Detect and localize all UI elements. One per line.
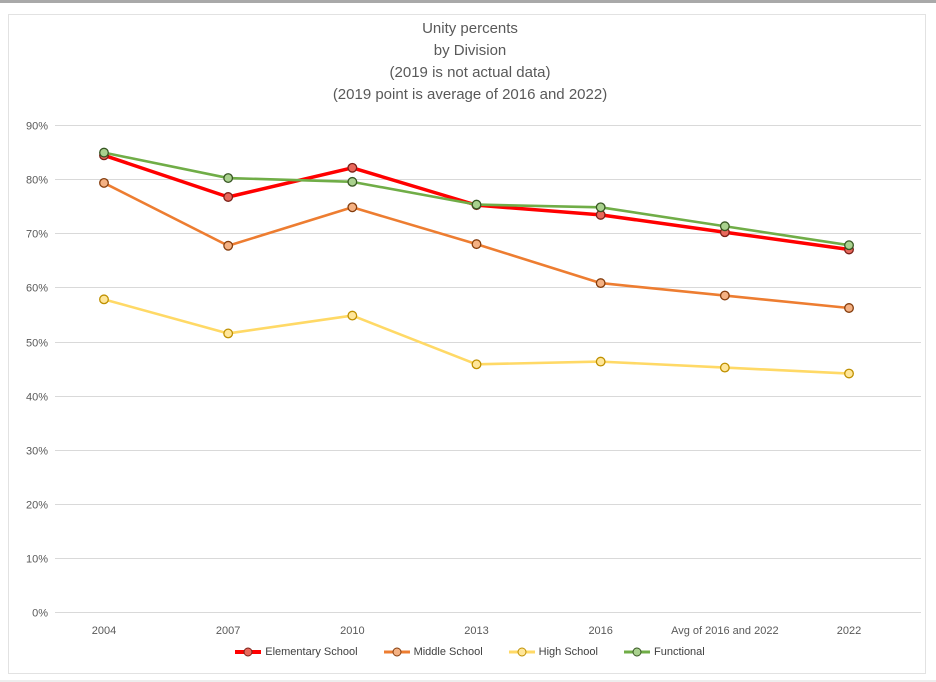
data-point-marker-functional: [719, 221, 730, 232]
legend-marker-icon: [383, 647, 410, 657]
y-axis-tick-label: 80%: [26, 175, 48, 187]
legend-item-high-school: High School: [508, 646, 598, 658]
y-axis-labels: 0% 10% 20% 30% 40% 50% 60% 70% 80% 90%: [26, 121, 48, 620]
x-axis-tick-label: 2016: [588, 625, 612, 637]
legend-item-elementary-school: Elementary School: [235, 646, 358, 658]
data-point-marker-functional: [844, 240, 854, 251]
chart-title-line: (2019 is not actual data): [389, 64, 551, 81]
y-axis-tick-label: 0%: [32, 608, 48, 620]
legend-marker-icon: [235, 647, 262, 657]
data-point-marker-high-school: [223, 328, 234, 339]
legend-marker-icon: [508, 647, 535, 657]
chart-legend: Elementary School Middle School High Schoo…: [10, 646, 930, 658]
legend-label: Elementary School: [265, 646, 358, 658]
window-top-border: [0, 0, 936, 3]
chart-title-line: by Division: [433, 42, 507, 59]
legend-item-functional: Functional: [623, 646, 705, 658]
chart-title-line: (2019 point is average of 2016 and 2022): [332, 86, 608, 103]
data-point-marker-functional: [223, 173, 234, 184]
data-point-marker-middle-school: [595, 278, 606, 289]
legend-label: High School: [538, 646, 598, 658]
x-axis-tick-label: 2010: [340, 625, 364, 637]
x-axis-tick-label: 2013: [464, 625, 488, 637]
x-axis-labels: 2004 2007 2010 2013 2016 Avg of 2016 and 2022…: [92, 625, 862, 637]
y-axis-tick-label: 70%: [26, 229, 48, 241]
data-point-marker-high-school: [471, 359, 482, 370]
legend-item-middle-school: Middle School: [383, 646, 483, 658]
data-point-marker-functional: [347, 176, 358, 187]
window-bottom-border: [0, 680, 936, 682]
data-point-marker-high-school: [719, 362, 730, 373]
data-point-marker-high-school: [99, 294, 109, 305]
y-axis-tick-label: 40%: [26, 392, 48, 404]
data-point-marker-middle-school: [471, 239, 482, 250]
y-axis-tick-label: 10%: [26, 554, 48, 566]
data-point-marker-functional: [471, 199, 482, 210]
data-point-marker-high-school: [844, 368, 854, 379]
series-high-school: [99, 294, 854, 379]
data-point-marker-functional: [595, 202, 606, 213]
x-axis-tick-label: 2022: [837, 625, 861, 637]
y-axis-tick-label: 20%: [26, 500, 48, 512]
x-axis-tick-label: 2004: [92, 625, 116, 637]
data-point-marker-elementary-school: [347, 162, 358, 173]
series-functional: [99, 147, 854, 251]
legend-label: Middle School: [413, 646, 483, 658]
data-point-marker-high-school: [347, 310, 358, 321]
y-axis-tick-label: 60%: [26, 283, 48, 295]
data-point-marker-middle-school: [99, 177, 109, 188]
data-point-marker-middle-school: [719, 290, 730, 301]
legend-marker-icon: [623, 647, 650, 657]
y-axis-tick-label: 50%: [26, 338, 48, 350]
series-line-functional: [102, 151, 851, 247]
data-point-marker-elementary-school: [223, 192, 234, 202]
gridlines: [55, 125, 921, 613]
series-middle-school: [99, 177, 854, 313]
x-axis-tick-label: Avg of 2016 and 2022: [671, 625, 778, 637]
chart-title: Unity percents by Division (2019 is not …: [10, 18, 930, 106]
chart-title-line: Unity percents: [422, 20, 518, 37]
data-point-marker-high-school: [595, 356, 606, 367]
legend-label: Functional: [653, 646, 705, 658]
data-point-marker-middle-school: [223, 240, 234, 251]
data-point-marker-functional: [99, 147, 109, 158]
chart-frame: [8, 14, 926, 674]
y-axis-tick-label: 90%: [26, 121, 48, 133]
data-point-marker-middle-school: [347, 202, 358, 213]
data-point-marker-middle-school: [844, 303, 854, 313]
y-axis-tick-label: 30%: [26, 446, 48, 458]
x-axis-tick-label: 2007: [216, 625, 240, 637]
